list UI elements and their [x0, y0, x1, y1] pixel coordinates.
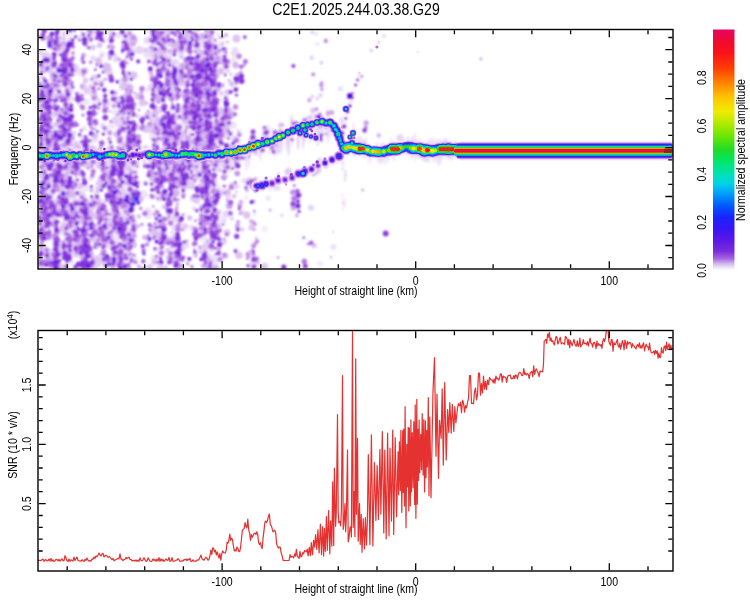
- svg-text:40: 40: [20, 44, 33, 56]
- svg-text:C2E1.2025.244.03.38.G29: C2E1.2025.244.03.38.G29: [272, 0, 439, 18]
- svg-text:0: 0: [20, 145, 33, 151]
- svg-text:SNR (10 * v/v): SNR (10 * v/v): [6, 411, 19, 479]
- svg-text:100: 100: [600, 274, 618, 287]
- svg-text:(x104): (x104): [5, 311, 20, 340]
- svg-text:100: 100: [600, 575, 618, 588]
- svg-text:0.8: 0.8: [695, 70, 708, 85]
- svg-text:Frequency (Hz): Frequency (Hz): [7, 112, 20, 185]
- svg-text:-100: -100: [212, 575, 233, 588]
- svg-text:Normalized spectral amplitude: Normalized spectral amplitude: [734, 79, 747, 221]
- svg-text:Height of straight line (km): Height of straight line (km): [294, 582, 417, 595]
- svg-text:1.5: 1.5: [20, 378, 33, 393]
- svg-text:-20: -20: [20, 189, 33, 204]
- svg-text:0.6: 0.6: [695, 119, 708, 134]
- svg-text:0.5: 0.5: [20, 496, 33, 511]
- svg-text:1.0: 1.0: [20, 437, 33, 452]
- svg-text:0.4: 0.4: [695, 167, 708, 182]
- svg-text:Height of straight line (km): Height of straight line (km): [294, 284, 417, 297]
- svg-text:0.2: 0.2: [695, 215, 708, 230]
- svg-text:20: 20: [20, 93, 33, 105]
- svg-text:-40: -40: [20, 238, 33, 253]
- svg-text:0.0: 0.0: [695, 263, 708, 278]
- svg-text:-100: -100: [212, 274, 233, 287]
